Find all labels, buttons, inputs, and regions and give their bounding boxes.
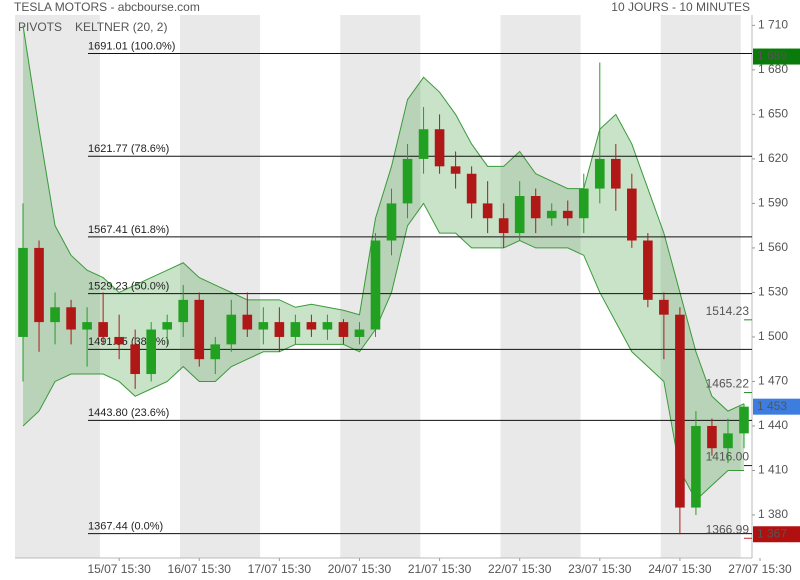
- x-tick-label: 27/07 15:30: [728, 562, 792, 576]
- price-tag-label: 1 367: [757, 526, 787, 540]
- y-tick-label: 1 620: [758, 151, 788, 165]
- day-band: [500, 15, 581, 558]
- candle-body: [594, 158, 605, 189]
- x-tick-label: 20/07 15:30: [328, 562, 392, 576]
- x-tick-label: 15/07 15:30: [87, 562, 151, 576]
- candle-body: [546, 210, 557, 219]
- indicator-label: KELTNER (20, 2): [75, 20, 167, 34]
- candle-body: [82, 322, 92, 330]
- candle-body: [466, 173, 477, 204]
- fib-label: 1491.65 (38.2%): [88, 336, 169, 348]
- keltner-upper: [22, 25, 745, 412]
- x-tick-label: 22/07 15:30: [488, 562, 552, 576]
- day-band: [660, 15, 741, 558]
- price-tag-label: 1 689: [757, 49, 787, 63]
- candle-body: [34, 247, 44, 323]
- fib-label: 1529.23 (50.0%): [88, 280, 169, 292]
- candle-body: [274, 322, 285, 337]
- candle-body: [707, 425, 717, 449]
- fib-label: 1443.80 (23.6%): [88, 407, 169, 419]
- candle-body: [450, 166, 461, 174]
- candle-body: [482, 203, 493, 219]
- candle-body: [514, 196, 525, 234]
- chart-subtitle: 10 JOURS - 10 MINUTES: [611, 0, 750, 14]
- candle-body: [178, 299, 189, 323]
- candle-body: [146, 329, 156, 375]
- x-tick-label: 24/07 15:30: [648, 562, 712, 576]
- candle-body: [306, 322, 317, 330]
- candle-body: [370, 240, 381, 330]
- day-band: [15, 15, 100, 558]
- candle-body: [18, 247, 28, 337]
- price-tag-label: 1416.00: [706, 450, 750, 464]
- price-tag-label: 1465.22: [706, 377, 750, 391]
- fib-label: 1367.44 (0.0%): [88, 521, 163, 533]
- candle-body: [242, 314, 253, 330]
- fib-label: 1567.41 (61.8%): [88, 224, 169, 236]
- candle-body: [723, 433, 733, 449]
- fib-label: 1691.01 (100.0%): [88, 40, 175, 52]
- x-tick-label: 21/07 15:30: [408, 562, 472, 576]
- y-tick-label: 1 470: [758, 374, 788, 388]
- y-tick-label: 1 560: [758, 240, 788, 254]
- candle-body: [290, 322, 301, 337]
- chart-title: TESLA MOTORS - abcbourse.com: [14, 0, 200, 14]
- price-tag-box: [753, 526, 800, 543]
- candle-body: [162, 322, 173, 330]
- y-tick-label: 1 410: [758, 463, 788, 477]
- candle-body: [226, 314, 237, 345]
- candle-body: [98, 322, 108, 337]
- candle-body: [322, 322, 333, 330]
- candle-body: [739, 406, 749, 434]
- candle-body: [354, 329, 365, 337]
- candle-body: [611, 158, 621, 189]
- y-tick-label: 1 590: [758, 196, 788, 210]
- candle-body: [194, 299, 205, 360]
- x-tick-label: 17/07 15:30: [248, 562, 312, 576]
- candle-body: [530, 196, 541, 219]
- fib-label: 1621.77 (78.6%): [88, 143, 169, 155]
- y-tick-label: 1 380: [758, 507, 788, 521]
- candle-body: [130, 344, 140, 375]
- candle-body: [210, 344, 221, 360]
- candle-body: [258, 322, 269, 330]
- candle-body: [386, 203, 397, 241]
- price-tag-box: [753, 48, 800, 65]
- x-tick-label: 16/07 15:30: [168, 562, 232, 576]
- x-tick-label: 23/07 15:30: [568, 562, 632, 576]
- day-shading: [15, 15, 741, 558]
- candle-body: [578, 188, 589, 219]
- indicator-label: PIVOTS: [18, 20, 62, 34]
- candle-body: [659, 299, 669, 315]
- candle-body: [418, 129, 429, 159]
- y-tick-label: 1 530: [758, 285, 788, 299]
- candle-body: [691, 425, 701, 508]
- candle-body: [498, 218, 509, 234]
- keltner-lower: [22, 202, 744, 501]
- candle-body: [627, 188, 637, 241]
- y-tick-label: 1 680: [758, 62, 788, 76]
- candle-body: [66, 307, 76, 330]
- candle-body: [114, 336, 124, 345]
- price-tag-label: 1 453: [757, 399, 787, 413]
- y-tick-label: 1 710: [758, 18, 788, 32]
- y-tick-label: 1 440: [758, 418, 788, 432]
- y-tick-label: 1 500: [758, 329, 788, 343]
- price-tag-box: [753, 398, 800, 415]
- candle-body: [643, 240, 653, 300]
- candle-body: [675, 314, 685, 508]
- candle-body: [402, 158, 413, 204]
- candle-body: [562, 210, 573, 219]
- y-tick-label: 1 650: [758, 107, 788, 121]
- candle-body: [434, 129, 445, 167]
- price-tag-label: 1366.99: [706, 522, 750, 536]
- day-band: [180, 15, 261, 558]
- candle-body: [50, 307, 60, 323]
- candle-body: [338, 322, 349, 337]
- price-tag-label: 1514.23: [706, 304, 750, 318]
